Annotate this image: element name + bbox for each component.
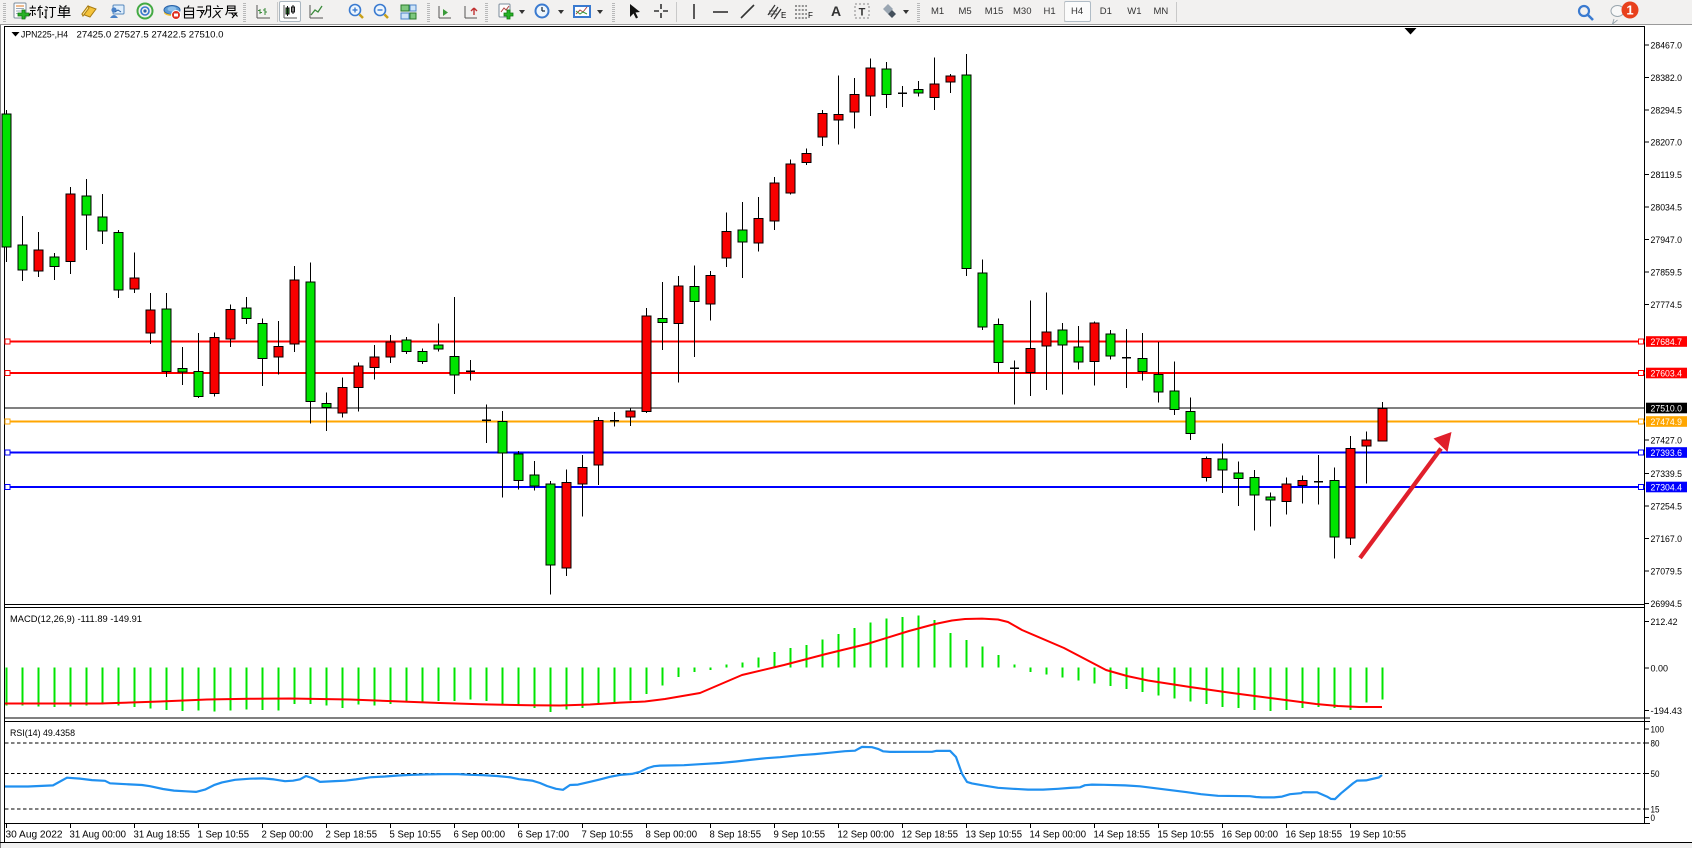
svg-text:RSI(14) 49.4358: RSI(14) 49.4358 [10,728,75,739]
svg-text:12 Sep 18:55: 12 Sep 18:55 [902,830,959,841]
svg-text:27167.0: 27167.0 [1651,534,1683,545]
svg-text:14 Sep 18:55: 14 Sep 18:55 [1094,830,1151,841]
svg-text:100: 100 [1651,724,1665,735]
svg-text:19 Sep 10:55: 19 Sep 10:55 [1350,830,1407,841]
svg-text:0: 0 [1651,813,1656,824]
svg-text:12 Sep 00:00: 12 Sep 00:00 [838,830,895,841]
svg-text:2 Sep 00:00: 2 Sep 00:00 [262,830,314,841]
svg-text:28207.0: 28207.0 [1651,138,1683,149]
svg-text:14 Sep 00:00: 14 Sep 00:00 [1030,830,1087,841]
svg-text:1: 1 [1626,3,1633,18]
svg-text:27603.4: 27603.4 [1651,369,1683,380]
svg-text:9 Sep 10:55: 9 Sep 10:55 [774,830,826,841]
svg-text:30 Aug 2022: 30 Aug 2022 [6,830,63,841]
svg-text:27304.4: 27304.4 [1651,483,1683,494]
svg-text:27684.7: 27684.7 [1651,337,1683,348]
svg-text:-194.43: -194.43 [1651,706,1683,717]
svg-text:27474.9: 27474.9 [1651,417,1683,428]
svg-text:27425.0 27527.5 27422.5 27510.: 27425.0 27527.5 27422.5 27510.0 [77,30,224,41]
svg-text:31 Aug 00:00: 31 Aug 00:00 [70,830,127,841]
svg-text:27427.0: 27427.0 [1651,436,1683,447]
svg-text:8 Sep 00:00: 8 Sep 00:00 [646,830,698,841]
svg-text:8 Sep 18:55: 8 Sep 18:55 [710,830,762,841]
svg-text:T: T [859,7,866,19]
svg-text:28119.5: 28119.5 [1651,170,1683,181]
svg-text:28467.0: 28467.0 [1651,41,1683,52]
svg-text:MACD(12,26,9) -111.89 -149.91: MACD(12,26,9) -111.89 -149.91 [10,614,142,625]
svg-text:7 Sep 10:55: 7 Sep 10:55 [582,830,634,841]
svg-text:27510.0: 27510.0 [1651,404,1683,415]
svg-text:27774.5: 27774.5 [1651,300,1683,311]
svg-text:27947.0: 27947.0 [1651,235,1683,246]
svg-text:26994.5: 26994.5 [1651,599,1683,610]
svg-text:16 Sep 18:55: 16 Sep 18:55 [1286,830,1343,841]
svg-text:50: 50 [1651,769,1660,780]
svg-text:0.00: 0.00 [1651,664,1669,675]
svg-text:15: 15 [1651,805,1660,816]
svg-text:6 Sep 00:00: 6 Sep 00:00 [454,830,506,841]
svg-text:27339.5: 27339.5 [1651,469,1683,480]
svg-text:27859.5: 27859.5 [1651,268,1683,279]
svg-text:5 Sep 10:55: 5 Sep 10:55 [390,830,442,841]
svg-text:212.42: 212.42 [1651,617,1678,628]
svg-text:JPN225-,H4: JPN225-,H4 [21,30,68,41]
svg-text:13 Sep 10:55: 13 Sep 10:55 [966,830,1023,841]
svg-text:27393.6: 27393.6 [1651,448,1683,459]
svg-text:28294.5: 28294.5 [1651,106,1683,117]
svg-text:31 Aug 18:55: 31 Aug 18:55 [134,830,191,841]
svg-text:28382.0: 28382.0 [1651,73,1683,84]
svg-text:27254.5: 27254.5 [1651,502,1683,513]
svg-text:27079.5: 27079.5 [1651,567,1683,578]
svg-text:1 Sep 10:55: 1 Sep 10:55 [198,830,250,841]
svg-text:16 Sep 00:00: 16 Sep 00:00 [1222,830,1279,841]
svg-text:15 Sep 10:55: 15 Sep 10:55 [1158,830,1215,841]
svg-text:2 Sep 18:55: 2 Sep 18:55 [326,830,378,841]
svg-text:6 Sep 17:00: 6 Sep 17:00 [518,830,570,841]
svg-text:28034.5: 28034.5 [1651,203,1683,214]
svg-text:80: 80 [1651,739,1660,750]
